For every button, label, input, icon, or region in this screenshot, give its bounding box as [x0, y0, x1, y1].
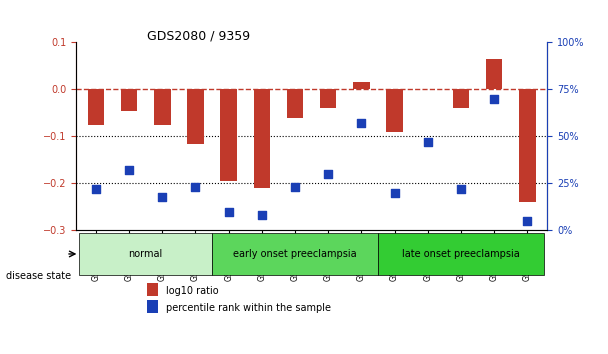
Point	[190, 184, 200, 190]
Bar	[353, 82, 370, 90]
Point	[157, 194, 167, 199]
Point	[356, 120, 366, 126]
Point	[290, 184, 300, 190]
Point	[124, 167, 134, 173]
Text: early onset preeclampsia: early onset preeclampsia	[233, 249, 357, 259]
Point	[390, 190, 399, 196]
FancyBboxPatch shape	[212, 233, 378, 275]
Bar	[254, 90, 270, 188]
Bar	[220, 90, 237, 181]
Bar	[519, 90, 536, 202]
Text: log10 ratio: log10 ratio	[165, 286, 218, 296]
Point	[423, 139, 433, 145]
Point	[522, 218, 532, 224]
Bar	[154, 90, 171, 125]
FancyBboxPatch shape	[378, 233, 544, 275]
Text: disease state: disease state	[6, 271, 71, 281]
Bar	[121, 90, 137, 111]
Bar	[147, 300, 159, 313]
Text: late onset preeclampsia: late onset preeclampsia	[402, 249, 520, 259]
Point	[456, 186, 466, 192]
Bar	[452, 90, 469, 108]
Point	[257, 213, 267, 218]
Bar	[486, 59, 502, 90]
FancyBboxPatch shape	[79, 233, 212, 275]
Point	[323, 171, 333, 177]
Text: percentile rank within the sample: percentile rank within the sample	[165, 303, 331, 313]
Text: GDS2080 / 9359: GDS2080 / 9359	[147, 29, 250, 42]
Bar	[187, 90, 204, 143]
Bar	[287, 90, 303, 118]
Bar	[88, 90, 104, 125]
Bar	[320, 90, 336, 108]
Point	[91, 186, 101, 192]
Point	[489, 96, 499, 102]
Bar	[147, 283, 159, 296]
Point	[224, 209, 233, 215]
Bar	[386, 90, 403, 132]
Text: normal: normal	[128, 249, 163, 259]
